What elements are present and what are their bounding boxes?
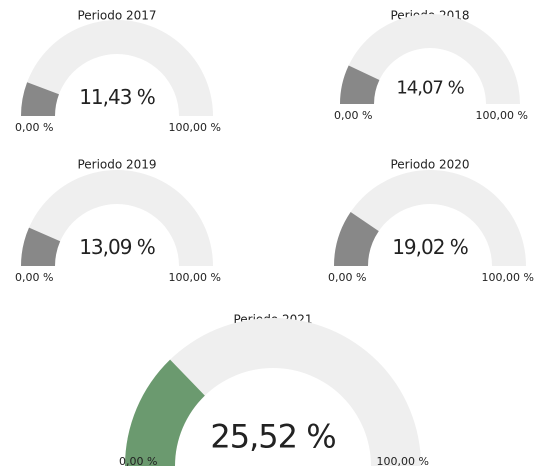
gauge-track xyxy=(340,14,520,104)
gauge-fill xyxy=(21,82,59,116)
gauge-tick-label: 100,00 % xyxy=(377,455,429,468)
gauge-tick-label: 0,00 % xyxy=(334,109,372,122)
gauge-tick-label: 0,00 % xyxy=(328,271,366,284)
gauge-title: Periodo 2017 xyxy=(77,9,156,23)
gauge-track xyxy=(21,170,213,266)
gauge-value: 25,52 % xyxy=(210,418,335,456)
gauge-track xyxy=(125,318,421,466)
gauge-tick-label: 0,00 % xyxy=(119,455,157,468)
gauge-value: 13,09 % xyxy=(79,235,155,259)
gauge-fill xyxy=(125,359,205,466)
gauge-fill xyxy=(340,65,380,104)
gauge-tick-label: 100,00 % xyxy=(482,271,534,284)
gauge-track xyxy=(21,20,213,116)
gauge-fill xyxy=(21,227,61,266)
gauge-value: 19,02 % xyxy=(392,235,468,259)
gauge-title: Periodo 2019 xyxy=(77,158,156,172)
gauge-tick-label: 100,00 % xyxy=(169,271,221,284)
gauge-value: 14,07 % xyxy=(396,77,464,98)
gauge-fill xyxy=(334,211,379,266)
gauge-tick-label: 100,00 % xyxy=(476,109,528,122)
gauge-tick-label: 0,00 % xyxy=(15,121,53,134)
gauge-title: Periodo 2020 xyxy=(390,158,469,172)
gauge-tick-label: 100,00 % xyxy=(169,121,221,134)
gauge-value: 11,43 % xyxy=(79,85,155,109)
gauge-tick-label: 0,00 % xyxy=(15,271,53,284)
gauge-track xyxy=(334,170,526,266)
